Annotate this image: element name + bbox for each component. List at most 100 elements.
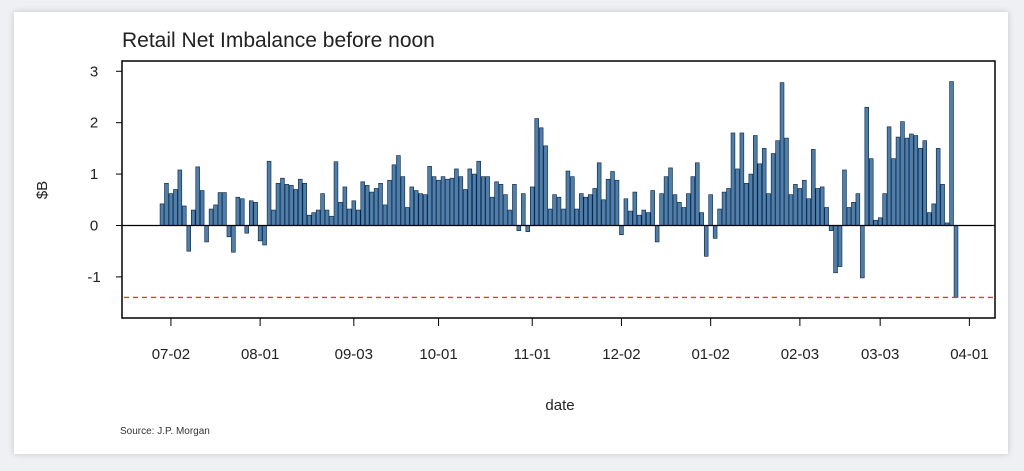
bar [645,212,651,226]
bar [668,167,673,226]
bar [293,189,299,226]
bar [467,168,473,226]
chart-svg: Retail Net Imbalance before noon 3210-1 … [34,29,996,437]
bar [632,191,638,226]
bar [935,148,941,226]
bar [400,176,406,226]
bar [333,161,339,226]
bar [654,225,660,243]
bar [177,169,183,226]
bar [547,208,553,226]
y-tick-label: 1 [90,166,98,183]
bar [802,179,807,226]
bar [347,208,352,226]
bar [302,183,307,226]
bar [534,118,539,226]
bar [521,193,526,226]
bar [208,208,214,226]
bar [289,185,294,226]
x-tick-label: 11-01 [514,346,551,363]
bar [480,176,486,226]
bar [306,214,312,226]
bar [833,225,838,274]
plot-frame [121,60,996,319]
bar [811,149,816,226]
bar [369,191,374,226]
bar [173,189,178,226]
bar [244,225,249,234]
bar [512,184,517,226]
bar [190,209,196,226]
bar [735,168,740,226]
bar [280,177,285,226]
bar [842,169,847,226]
bar [579,193,584,226]
bar [159,203,165,226]
bar [757,163,762,226]
bar [458,176,464,226]
bar [587,194,593,226]
bar [703,225,709,257]
bar [565,170,571,226]
bar [445,178,450,226]
bar [284,184,290,226]
bar [338,202,343,226]
x-tick-label: 07-02 [152,346,190,363]
x-tick-label: 02-03 [781,346,819,363]
bar [592,188,597,226]
bar [583,196,588,226]
bar [730,132,736,226]
bar [815,188,820,226]
bar [869,158,874,226]
bar [507,209,513,226]
bar [414,190,419,226]
x-tick-label: 08-01 [241,346,279,363]
bar [717,208,722,226]
bar [382,204,388,226]
bar [690,176,696,226]
bar [538,127,544,226]
bar [695,162,700,226]
bar [940,184,945,226]
x-tick-label: 01-02 [691,346,729,363]
bar [784,137,789,226]
bar [824,207,829,226]
bar [248,200,254,226]
bar [262,225,267,246]
bar [516,225,522,231]
bar [271,209,276,226]
bar [739,132,745,226]
bar [164,183,169,226]
bar [628,210,633,226]
bar [364,185,370,226]
bar [949,81,954,226]
bar [574,208,580,226]
bar [637,214,642,226]
bar [342,186,348,226]
bar [886,126,892,226]
bar [953,225,959,298]
bar [204,225,209,243]
bar [454,168,459,226]
bar [266,160,272,226]
bar [543,145,548,226]
bar [570,176,575,226]
bar [168,193,174,226]
bar [721,191,727,226]
bar [895,136,901,226]
bar [770,153,776,226]
y-tick-label: 3 [90,63,98,80]
bar [614,179,620,226]
bar [753,135,758,226]
bar [605,178,611,226]
x-tick-label: 10-01 [419,346,457,363]
bar [235,196,241,226]
bar [846,207,852,226]
bar [476,160,481,226]
bar [828,225,834,231]
bar [427,166,432,226]
bar [449,177,455,226]
bar [409,186,415,226]
bar [601,199,606,226]
chart-card: Retail Net Imbalance before noon 3 2 1 0 -1 … [14,12,1008,454]
